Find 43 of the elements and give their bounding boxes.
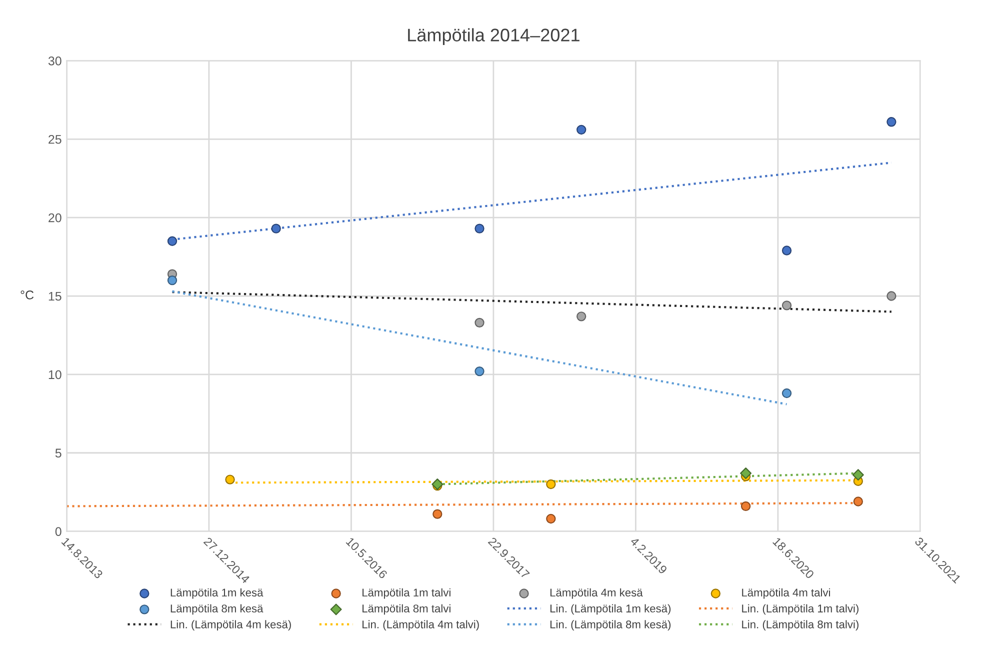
point — [782, 300, 792, 310]
y-tick-label: 15 — [48, 292, 62, 301]
legend-label: Lin. (Lämpötila 4m talvi) — [362, 620, 479, 631]
chart-title: Lämpötila 2014–2021 — [408, 28, 580, 46]
point — [782, 388, 792, 398]
point — [167, 275, 178, 286]
point — [474, 318, 484, 328]
point — [432, 509, 442, 519]
y-tick-label: 20 — [48, 213, 62, 222]
point — [576, 124, 586, 135]
point — [886, 291, 896, 301]
point — [853, 496, 863, 506]
point — [740, 468, 752, 480]
point — [782, 246, 792, 256]
y-tick-label: 5 — [55, 448, 62, 458]
point — [546, 514, 556, 524]
y-axis-title: °C — [20, 290, 34, 300]
legend-label: Lin. (Lämpötila 1m kesä) — [550, 604, 671, 615]
legend-label: Lämpötila 4m talvi — [742, 588, 830, 599]
point — [271, 224, 281, 234]
legend-label: Lin. (Lämpötila 1m talvi) — [742, 604, 858, 615]
point — [167, 236, 178, 246]
point — [740, 501, 751, 512]
y-tick-label: 30 — [48, 56, 62, 66]
point — [576, 312, 586, 322]
y-tick-label: 25 — [48, 134, 62, 144]
point — [886, 117, 896, 127]
point — [474, 224, 484, 234]
point — [546, 479, 556, 490]
legend-label: Lin. (Lämpötila 8m talvi) — [742, 620, 858, 631]
y-tick-label: 10 — [48, 370, 62, 380]
legend-label: Lin. (Lämpötila 4m kesä) — [170, 620, 291, 631]
y-tick-label: 0 — [55, 527, 62, 536]
point — [225, 474, 235, 484]
legend-label: Lämpötila 4m kesä — [550, 588, 643, 599]
legend-label: Lämpötila 1m kesä — [170, 588, 264, 599]
point — [852, 469, 864, 481]
point — [432, 478, 444, 490]
legend-label: Lin. (Lämpötila 8m kesä) — [550, 620, 671, 631]
legend-label: Lämpötila 8m kesä — [170, 604, 264, 615]
point — [474, 366, 484, 376]
legend-label: Lämpötila 1m talvi — [362, 588, 450, 599]
legend-label: Lämpötila 8m talvi — [362, 604, 450, 615]
